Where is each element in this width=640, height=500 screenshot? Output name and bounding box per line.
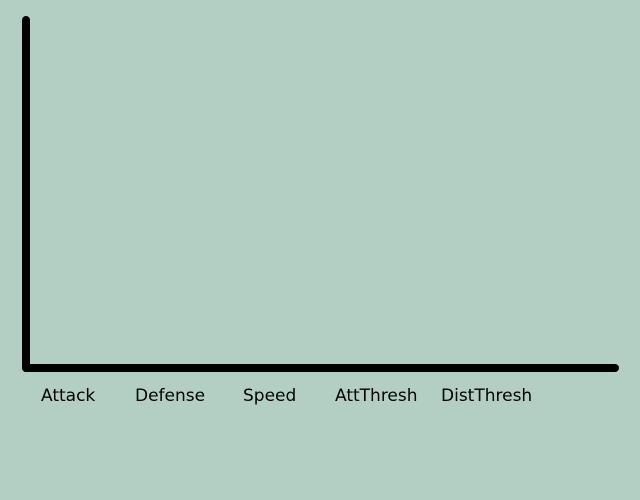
x-tick-label-defense: Defense: [135, 386, 205, 406]
x-tick-label-attack: Attack: [41, 386, 95, 406]
x-tick-label-distthresh: DistThresh: [441, 386, 532, 406]
x-tick-label-attthresh: AttThresh: [335, 386, 418, 406]
x-tick-labels: Attack Defense Speed AttThresh DistThresh: [41, 386, 532, 406]
x-tick-label-speed: Speed: [243, 386, 296, 406]
